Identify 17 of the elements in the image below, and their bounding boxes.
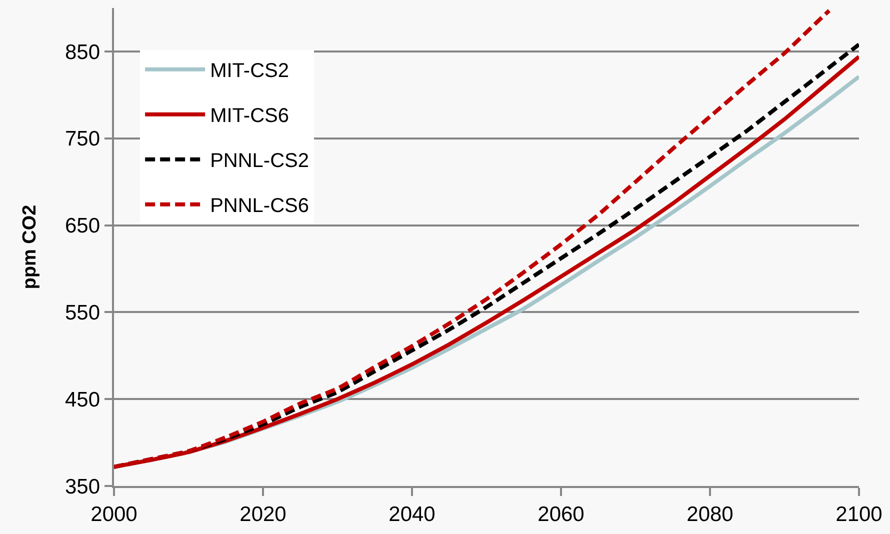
y-tick-label: 350 — [65, 475, 100, 498]
x-tick-label: 2060 — [538, 502, 584, 526]
x-tick-label: 2000 — [90, 502, 138, 526]
x-tick-label: 2020 — [240, 502, 286, 526]
y-axis-title: ppm CO2 — [19, 204, 40, 290]
legend-label: MIT-CS2 — [210, 60, 289, 82]
y-tick-label: 750 — [65, 128, 100, 151]
legend-label: PNNL-CS2 — [210, 150, 309, 172]
legend-label: MIT-CS6 — [210, 105, 289, 128]
y-tick-label: 450 — [65, 388, 100, 412]
x-tick-label: 2080 — [686, 502, 734, 526]
y-tick-label: 850 — [65, 40, 100, 64]
y-tick-label: 550 — [65, 302, 100, 325]
y-tick-label: 650 — [65, 214, 100, 238]
x-tick-label: 2040 — [388, 502, 436, 526]
x-tick-label: 2100 — [836, 502, 882, 526]
legend-label: PNNL-CS6 — [210, 195, 309, 218]
